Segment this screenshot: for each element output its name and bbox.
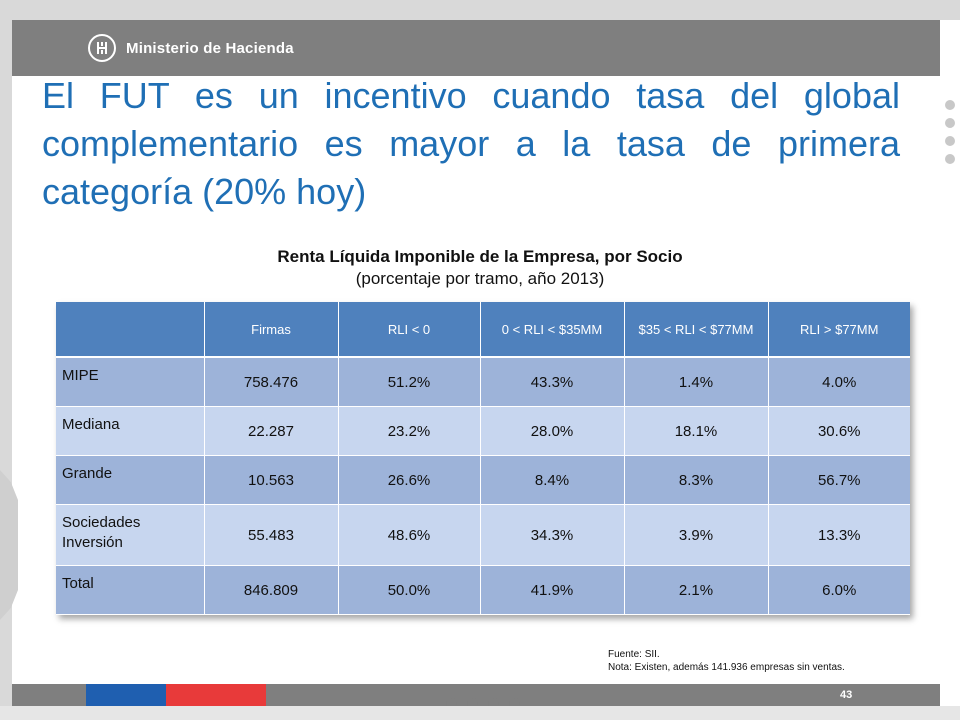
- decorative-dot: [488, 698, 499, 709]
- page-number: 43: [840, 689, 853, 701]
- decorative-dot: [945, 154, 955, 164]
- column-header: 0 < RLI < $35MM: [480, 302, 625, 358]
- table-cell: 41.9%: [480, 565, 625, 615]
- data-table: Firmas RLI < 0 0 < RLI < $35MM $35 < RLI…: [56, 302, 910, 615]
- left-frame-notch: [0, 470, 18, 620]
- table-cell: 10.563: [204, 455, 339, 505]
- ministry-logo: Ministerio de Hacienda: [88, 30, 294, 66]
- table-cell: 48.6%: [338, 504, 481, 566]
- table-cell: 758.476: [204, 357, 339, 407]
- decorative-dot: [945, 100, 955, 110]
- footer-red-stripe: [166, 684, 266, 706]
- column-header: Firmas: [204, 302, 339, 358]
- ministry-emblem-icon: [88, 34, 116, 62]
- row-label: Grande: [56, 455, 205, 505]
- table-row: Grande 10.563 26.6% 8.4% 8.3% 56.7%: [56, 455, 910, 505]
- column-header: RLI < 0: [338, 302, 481, 358]
- header-bar: [12, 20, 940, 76]
- table-row: Mediana 22.287 23.2% 28.0% 18.1% 30.6%: [56, 406, 910, 456]
- table-cell: 18.1%: [624, 406, 769, 456]
- top-frame: [0, 0, 960, 20]
- table-cell: 43.3%: [480, 357, 625, 407]
- table-cell: 846.809: [204, 565, 339, 615]
- table-subtitle: (porcentaje por tramo, año 2013): [355, 269, 605, 288]
- table-row: Sociedades Inversión 55.483 48.6% 34.3% …: [56, 504, 910, 566]
- side-dots-decoration: [940, 100, 960, 164]
- table-cell: 30.6%: [768, 406, 910, 456]
- data-table-container: Firmas RLI < 0 0 < RLI < $35MM $35 < RLI…: [56, 302, 910, 615]
- decorative-dot: [467, 698, 478, 709]
- slide-title: El FUT es un incentivo cuando tasa del g…: [42, 75, 900, 212]
- table-cell: 8.4%: [480, 455, 625, 505]
- table-cell: 2.1%: [624, 565, 769, 615]
- table-cell: 1.4%: [624, 357, 769, 407]
- row-label: Mediana: [56, 406, 205, 456]
- table-cell: 28.0%: [480, 406, 625, 456]
- table-cell: 22.287: [204, 406, 339, 456]
- table-title: Renta Líquida Imponible de la Empresa, p…: [277, 247, 683, 266]
- table-header-row: Firmas RLI < 0 0 < RLI < $35MM $35 < RLI…: [56, 302, 910, 358]
- ministry-name: Ministerio de Hacienda: [126, 39, 294, 57]
- table-row: MIPE 758.476 51.2% 43.3% 1.4% 4.0%: [56, 357, 910, 407]
- row-label: Total: [56, 565, 205, 615]
- table-caption: Renta Líquida Imponible de la Empresa, p…: [60, 246, 900, 290]
- footnote-note: Nota: Existen, además 141.936 empresas s…: [608, 662, 845, 673]
- table-cell: 8.3%: [624, 455, 769, 505]
- table-row: Total 846.809 50.0% 41.9% 2.1% 6.0%: [56, 565, 910, 615]
- table-cell: 50.0%: [338, 565, 481, 615]
- table-cell: 3.9%: [624, 504, 769, 566]
- footnote-source: Fuente: SII.: [608, 649, 660, 660]
- table-cell: 55.483: [204, 504, 339, 566]
- table-cell: 56.7%: [768, 455, 910, 505]
- column-header: RLI > $77MM: [768, 302, 910, 358]
- decorative-dot: [945, 136, 955, 146]
- decorative-dot: [945, 118, 955, 128]
- table-cell: 34.3%: [480, 504, 625, 566]
- column-header: [56, 302, 205, 358]
- table-cell: 51.2%: [338, 357, 481, 407]
- footer-blue-stripe: [86, 684, 166, 706]
- row-label: Sociedades Inversión: [56, 504, 205, 566]
- table-cell: 13.3%: [768, 504, 910, 566]
- decorative-dot: [509, 698, 520, 709]
- table-cell: 23.2%: [338, 406, 481, 456]
- table-cell: 6.0%: [768, 565, 910, 615]
- column-header: $35 < RLI < $77MM: [624, 302, 769, 358]
- bottom-frame: [0, 706, 960, 720]
- row-label: MIPE: [56, 357, 205, 407]
- footer-dots-decoration: [446, 698, 520, 709]
- table-cell: 4.0%: [768, 357, 910, 407]
- table-cell: 26.6%: [338, 455, 481, 505]
- decorative-dot: [446, 698, 457, 709]
- footnote: Fuente: SII. Nota: Existen, además 141.9…: [608, 648, 845, 674]
